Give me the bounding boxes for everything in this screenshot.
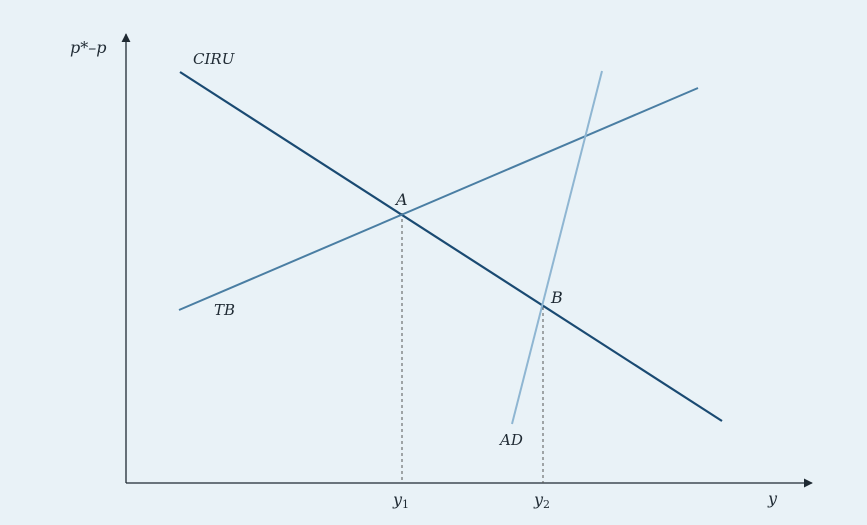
ad-curve	[511, 70, 603, 425]
tick-y2-sub: 2	[543, 498, 550, 511]
point-a-label: A	[394, 190, 408, 209]
tb-label: TB	[214, 301, 235, 319]
x-axis-label: y	[767, 489, 778, 508]
tick-label-y1: y1	[392, 490, 409, 511]
tb-curve	[178, 87, 699, 311]
tick-y1-sub: 1	[402, 498, 409, 511]
ad-label: AD	[498, 431, 523, 449]
ciru-label: CIRU	[193, 50, 236, 68]
tick-y2-base: y	[533, 490, 544, 509]
tick-y1-base: y	[392, 490, 403, 509]
y-axis-label: p*–p	[70, 38, 106, 57]
ciru-curve	[179, 71, 723, 422]
tick-label-y2: y2	[533, 490, 550, 511]
point-b-label: B	[550, 288, 563, 307]
